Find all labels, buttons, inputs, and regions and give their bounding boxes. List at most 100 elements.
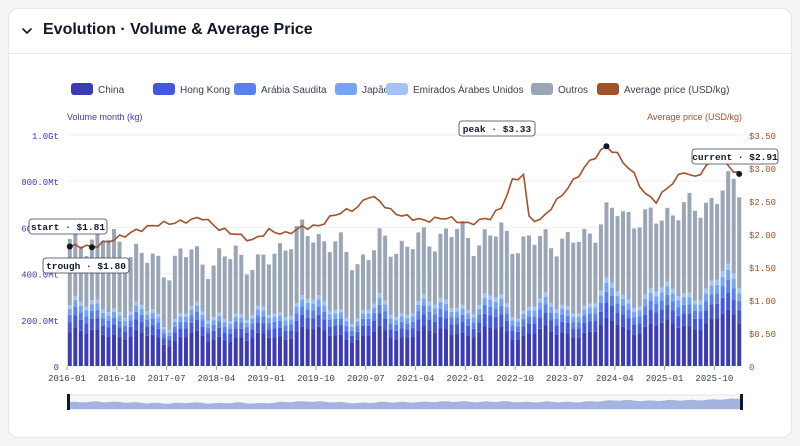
bar-segment: [521, 236, 526, 311]
bar-segment: [211, 317, 216, 321]
bar-segment: [692, 304, 697, 312]
bar-segment: [372, 307, 377, 314]
navigator-handle-right[interactable]: [740, 394, 743, 410]
bar-segment: [377, 297, 382, 305]
bar-segment: [692, 318, 697, 330]
bar-segment: [394, 330, 399, 340]
bar-segment: [195, 301, 200, 306]
bar-segment: [272, 328, 277, 338]
bar-stack: [410, 249, 415, 366]
bar-segment: [206, 279, 211, 321]
bar-stack: [449, 237, 454, 366]
bar-segment: [560, 304, 565, 309]
right-tick-label: $1.00: [749, 297, 776, 307]
bar-segment: [460, 314, 465, 323]
bar-segment: [493, 328, 498, 366]
bar-segment: [211, 320, 216, 325]
bar-segment: [405, 338, 410, 366]
bar-segment: [421, 326, 426, 366]
legend-item[interactable]: Hong Kong: [153, 83, 230, 96]
bar-segment: [250, 338, 255, 366]
bar-segment: [112, 334, 117, 366]
bar-segment: [692, 311, 697, 319]
bar-segment: [670, 323, 675, 366]
bar-segment: [515, 318, 520, 322]
bar-segment: [305, 302, 310, 310]
navigator-handle-left[interactable]: [67, 394, 70, 410]
bar-stack: [455, 229, 460, 366]
bar-segment: [305, 329, 310, 366]
bar-segment: [322, 319, 327, 331]
bar-segment: [278, 243, 283, 313]
bar-segment: [150, 309, 155, 313]
legend-label: Japão: [362, 85, 390, 96]
bar-segment: [709, 280, 714, 286]
bar-segment: [89, 310, 94, 319]
legend-swatch: [71, 83, 93, 95]
legend-item[interactable]: Arábia Saudita: [234, 83, 327, 96]
annotation-label: start · $1.81: [28, 218, 108, 250]
bar-segment: [172, 340, 177, 366]
x-tick-label: 2024-04: [596, 374, 634, 384]
bar-segment: [549, 320, 554, 332]
bar-segment: [73, 300, 78, 308]
bar-stack: [250, 269, 255, 366]
bar-segment: [327, 326, 332, 336]
bar-segment: [266, 337, 271, 366]
bar-segment: [67, 305, 72, 309]
bar-segment: [532, 310, 537, 317]
bar-segment: [333, 318, 338, 326]
bar-segment: [244, 320, 249, 323]
bar-segment: [322, 330, 327, 366]
bar-segment: [150, 312, 155, 319]
bar-segment: [344, 339, 349, 366]
bar-segment: [344, 320, 349, 326]
bar-segment: [399, 328, 404, 338]
bar-segment: [183, 337, 188, 366]
bar-segment: [145, 314, 150, 320]
bar-segment: [659, 292, 664, 301]
bar-segment: [587, 307, 592, 314]
bar-segment: [543, 292, 548, 297]
legend-item[interactable]: Average price (USD/kg): [597, 83, 729, 96]
bar-segment: [394, 253, 399, 318]
bar-segment: [178, 316, 183, 322]
bar-segment: [361, 313, 365, 319]
bar-segment: [316, 295, 321, 300]
legend-swatch: [234, 83, 256, 95]
bar-stack: [333, 241, 338, 366]
bar-segment: [466, 313, 471, 319]
bar-segment: [726, 292, 731, 310]
x-tick-label: 2016-01: [48, 374, 86, 384]
bar-segment: [316, 299, 321, 307]
bar-segment: [161, 333, 166, 339]
bar-segment: [709, 197, 714, 281]
bar-segment: [510, 325, 515, 331]
bar-segment: [383, 235, 388, 301]
bar-stack: [438, 233, 443, 366]
chevron-down-icon[interactable]: [19, 23, 35, 39]
range-navigator[interactable]: [67, 394, 743, 410]
legend-item[interactable]: China: [71, 83, 125, 96]
bar-segment: [239, 337, 244, 366]
bar-segment: [526, 235, 531, 307]
bar-segment: [615, 303, 620, 313]
right-tick-label: $2.00: [749, 231, 776, 241]
bar-segment: [676, 307, 681, 316]
bar-segment: [89, 318, 94, 330]
bar-segment: [687, 313, 692, 326]
x-tick-label: 2019-01: [247, 374, 285, 384]
bar-stack: [322, 241, 327, 366]
legend-item[interactable]: Japão: [335, 83, 390, 96]
legend-item[interactable]: Outros: [531, 83, 588, 96]
volume-bars: [67, 171, 742, 366]
bar-segment: [161, 327, 166, 330]
bar-segment: [659, 322, 664, 366]
bar-segment: [720, 286, 725, 298]
legend-item[interactable]: Emirados Árabes Unidos: [386, 83, 524, 96]
bar-segment: [255, 332, 260, 366]
bar-segment: [294, 306, 299, 314]
bar-segment: [659, 287, 664, 293]
bar-stack: [499, 222, 504, 366]
bar-segment: [681, 297, 686, 305]
